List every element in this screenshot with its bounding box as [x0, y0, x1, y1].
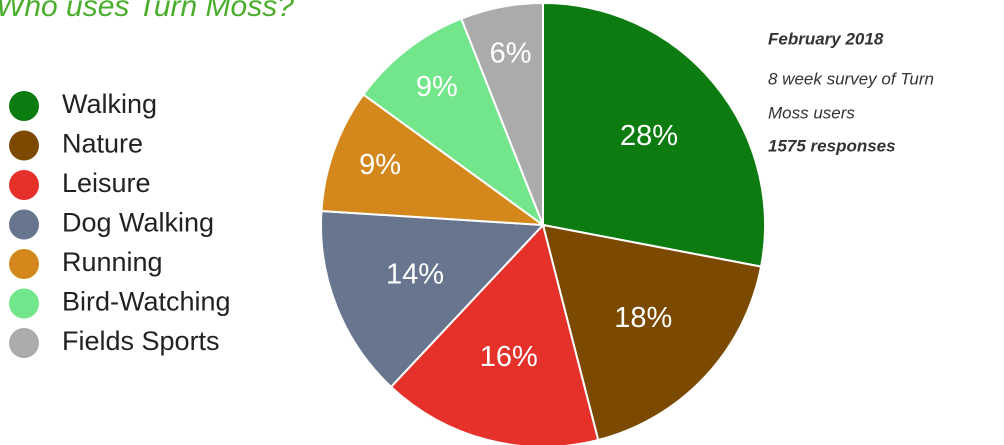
annotation: February 2018 — [768, 29, 884, 48]
legend-swatch — [9, 170, 39, 200]
slice-label: 9% — [416, 71, 458, 103]
pie-slice — [320, 210, 546, 389]
legend-label: Nature — [62, 129, 143, 159]
legend-label: Bird-Watching — [62, 287, 231, 317]
legend-label: Fields Sports — [62, 326, 220, 356]
pie-slice — [362, 17, 546, 228]
legend-swatch — [9, 209, 39, 240]
pie-slice — [542, 1, 766, 268]
legend-swatch — [9, 288, 39, 319]
slice-label: 16% — [480, 341, 538, 373]
legend-label: Dog Walking — [62, 208, 214, 238]
legend-swatch — [9, 328, 39, 358]
pie-slice — [459, 1, 544, 226]
slice-label: 14% — [386, 258, 444, 290]
annotation: 1575 responses — [768, 136, 896, 155]
pie-slice — [541, 223, 763, 442]
pie-slice — [389, 222, 600, 445]
slice-label: 6% — [490, 38, 532, 70]
legend-label: Running — [62, 247, 163, 277]
legend-swatch — [9, 130, 39, 161]
annotation: Moss users — [768, 103, 855, 122]
legend-swatch — [9, 91, 39, 121]
slice-label: 18% — [614, 302, 672, 334]
chart-title: Who uses Turn Moss? — [0, 0, 294, 23]
legend-label: Leisure — [62, 168, 151, 198]
legend-label: Walking — [62, 89, 157, 119]
slice-label: 28% — [620, 120, 678, 152]
legend-swatch — [9, 249, 39, 279]
pie-slice — [320, 93, 547, 227]
slice-label: 9% — [359, 149, 401, 181]
annotation: 8 week survey of Turn — [768, 69, 934, 88]
